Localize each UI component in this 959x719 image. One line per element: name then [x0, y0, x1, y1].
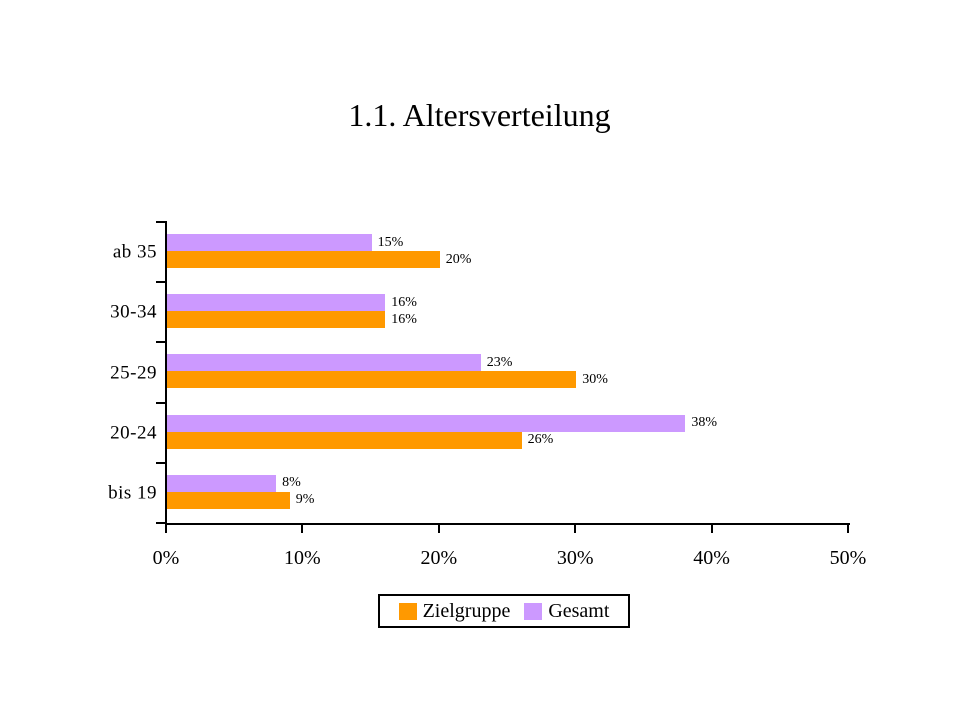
- bar-gesamt: [167, 354, 481, 372]
- y-axis-tick: [156, 401, 167, 404]
- legend-swatch-gesamt: [524, 602, 543, 620]
- x-axis-tick: [574, 525, 577, 533]
- x-tick-label: 50%: [829, 547, 867, 569]
- y-axis-tick: [156, 461, 167, 464]
- x-tick-label: 0%: [152, 547, 180, 569]
- chart-title: 1.1. Altersverteilung: [348, 97, 611, 133]
- y-axis-tick: [156, 341, 167, 344]
- category-label: ab 35: [112, 241, 157, 263]
- bar-value-label: 30%: [582, 371, 608, 387]
- y-axis-tick: [156, 281, 167, 284]
- category-label: bis 19: [108, 482, 157, 504]
- bar-value-label: 23%: [486, 354, 513, 370]
- bar-gesamt: [167, 294, 386, 312]
- bar-gesamt: [167, 474, 277, 492]
- bar-zielgruppe: [167, 491, 290, 509]
- x-axis-tick: [165, 525, 167, 533]
- bar-value-label: 38%: [691, 415, 717, 431]
- x-axis-tick: [847, 525, 849, 533]
- legend-swatch-zielgruppe: [398, 602, 417, 620]
- bar-zielgruppe: [167, 311, 386, 329]
- bar-value-label: 26%: [527, 432, 554, 448]
- x-axis-tick: [301, 525, 304, 533]
- bar-zielgruppe: [167, 431, 522, 449]
- bar-value-label: 8%: [282, 475, 301, 491]
- bar-value-label: 20%: [445, 251, 472, 267]
- x-axis-tick: [710, 525, 713, 533]
- bar-value-label: 15%: [377, 234, 404, 250]
- legend-label: Zielgruppe: [422, 600, 511, 622]
- bar-value-label: 16%: [391, 311, 417, 327]
- y-axis-tick: [156, 221, 167, 223]
- x-tick-label: 20%: [420, 547, 458, 569]
- y-axis-tick: [156, 522, 167, 524]
- x-axis-tick: [437, 525, 440, 533]
- bar-value-label: 9%: [295, 492, 315, 508]
- legend-entry-zielgruppe: Zielgruppe: [398, 600, 511, 622]
- legend-label: Gesamt: [548, 600, 610, 622]
- legend: Zielgruppe Gesamt: [378, 594, 630, 628]
- bar-gesamt: [167, 234, 372, 251]
- bar-zielgruppe: [167, 371, 577, 389]
- bar-gesamt: [167, 414, 686, 432]
- category-label: 25-29: [110, 362, 157, 383]
- category-label: 30-34: [110, 301, 157, 323]
- x-axis-line: [165, 523, 850, 525]
- x-tick-label: 30%: [556, 547, 594, 569]
- x-tick-label: 40%: [693, 547, 730, 569]
- bar-zielgruppe: [167, 251, 440, 268]
- legend-entry-gesamt: Gesamt: [524, 601, 609, 621]
- category-label: 20-24: [110, 422, 157, 444]
- y-axis-line: [165, 222, 167, 523]
- bar-value-label: 16%: [391, 294, 417, 310]
- x-tick-label: 10%: [284, 547, 321, 569]
